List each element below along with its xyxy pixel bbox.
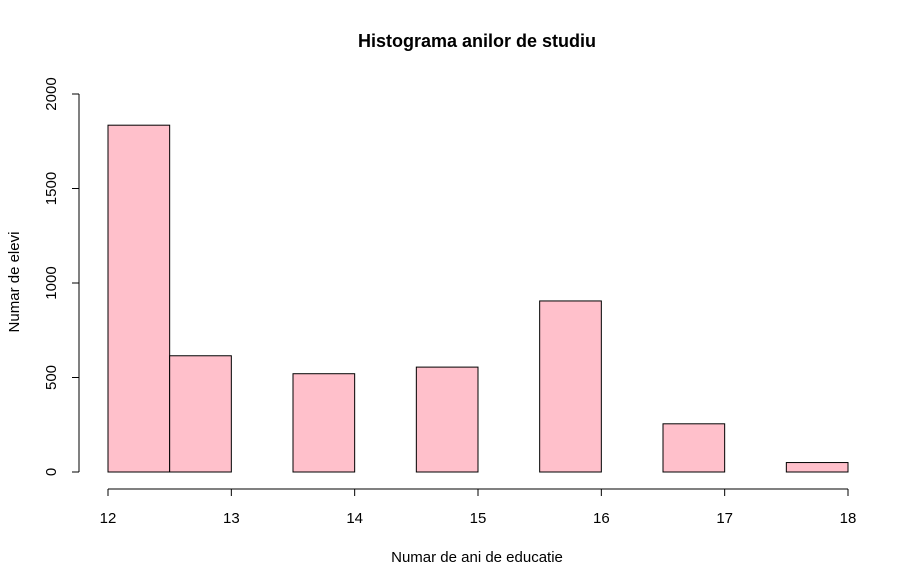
x-tick-label-4: 16 [593, 510, 610, 527]
y-tick-label-0: 0 [43, 468, 60, 476]
histogram-bar-0 [107, 124, 171, 473]
y-tick-label-2: 1000 [43, 266, 60, 299]
histogram-bar-1 [169, 355, 232, 473]
x-axis: 12 13 14 15 16 17 18 [100, 488, 857, 527]
bars-group [107, 124, 849, 473]
y-axis-label: Numar de elevi [6, 232, 23, 333]
histogram-bar-7 [539, 300, 602, 473]
histogram-bar-5 [415, 366, 479, 473]
chart-title: Histograma anilor de studiu [358, 31, 596, 51]
x-tick-label-0: 12 [100, 510, 117, 527]
y-tick-label-1: 500 [43, 365, 60, 390]
y-tick-label-3: 1500 [43, 172, 60, 205]
x-tick-label-1: 13 [223, 510, 240, 527]
x-tick-label-3: 15 [470, 510, 487, 527]
y-axis: 0 500 1000 1500 2000 [43, 77, 80, 476]
histogram-bar-9 [662, 423, 726, 473]
histogram-bar-3 [292, 373, 356, 473]
x-tick-label-6: 18 [840, 510, 857, 527]
x-tick-label-5: 17 [716, 510, 733, 527]
x-tick-label-2: 14 [346, 510, 363, 527]
x-axis-label: Numar de ani de educatie [391, 549, 563, 566]
y-tick-label-4: 2000 [43, 77, 60, 110]
histogram-bar-11 [785, 462, 849, 473]
